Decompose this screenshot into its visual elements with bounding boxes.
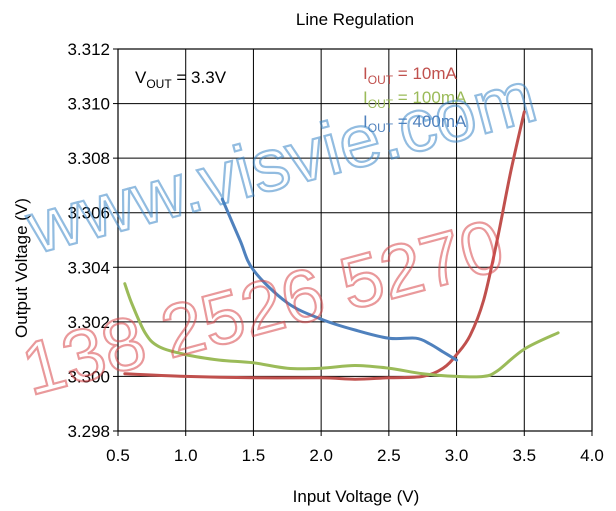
legend-sub: OUT <box>368 97 394 111</box>
y-axis-ticks: 3.298 3.300 3.302 3.304 3.306 3.308 3.310 3.312 <box>67 40 118 441</box>
legend-entry: IOUT = 10mA <box>363 64 458 87</box>
y-tick-label: 3.312 <box>67 40 110 59</box>
y-tick-label: 3.298 <box>67 422 110 441</box>
x-axis-title: Input Voltage (V) <box>293 487 420 506</box>
y-axis-title: Output Voltage (V) <box>12 198 31 338</box>
x-tick-label: 2.5 <box>377 446 401 465</box>
y-tick-label: 3.310 <box>67 95 110 114</box>
y-tick-label: 3.308 <box>67 149 110 168</box>
x-tick-label: 3.5 <box>512 446 536 465</box>
legend-suffix: = 10mA <box>393 64 457 83</box>
chart-title: Line Regulation <box>296 10 414 29</box>
vout-label: VOUT = 3.3V <box>135 68 227 91</box>
plot-area <box>117 48 593 432</box>
legend-sub: OUT <box>368 121 394 135</box>
legend-entry: IOUT = 100mA <box>363 88 467 111</box>
x-tick-label: 4.0 <box>580 446 604 465</box>
x-axis-ticks: 0.5 1.0 1.5 2.0 2.5 3.0 3.5 4.0 <box>106 431 604 465</box>
series-line-iout-400ma <box>220 197 459 362</box>
series-layer <box>123 110 560 381</box>
x-tick-label: 2.0 <box>309 446 333 465</box>
series-line-iout-100ma <box>123 282 560 379</box>
x-tick-label: 0.5 <box>106 446 130 465</box>
legend-main: I <box>363 64 368 83</box>
legend-main: I <box>363 88 368 107</box>
y-tick-label: 3.304 <box>67 258 110 277</box>
x-tick-label: 1.0 <box>174 446 198 465</box>
vout-suffix: = 3.3V <box>172 68 227 87</box>
legend-suffix: = 100mA <box>393 88 467 107</box>
x-tick-label: 1.5 <box>242 446 266 465</box>
vout-sub: OUT <box>146 77 172 91</box>
y-tick-label: 3.302 <box>67 313 110 332</box>
y-tick-label: 3.306 <box>67 204 110 223</box>
vout-annotation: VOUT = 3.3V <box>135 68 227 91</box>
y-tick-label: 3.300 <box>67 367 110 386</box>
legend-entry: IOUT = 400mA <box>363 112 467 135</box>
legend-suffix: = 400mA <box>393 112 467 131</box>
x-tick-label: 3.0 <box>445 446 469 465</box>
legend-sub: OUT <box>368 73 394 87</box>
legend-main: I <box>363 112 368 131</box>
vout-main: V <box>135 68 147 87</box>
